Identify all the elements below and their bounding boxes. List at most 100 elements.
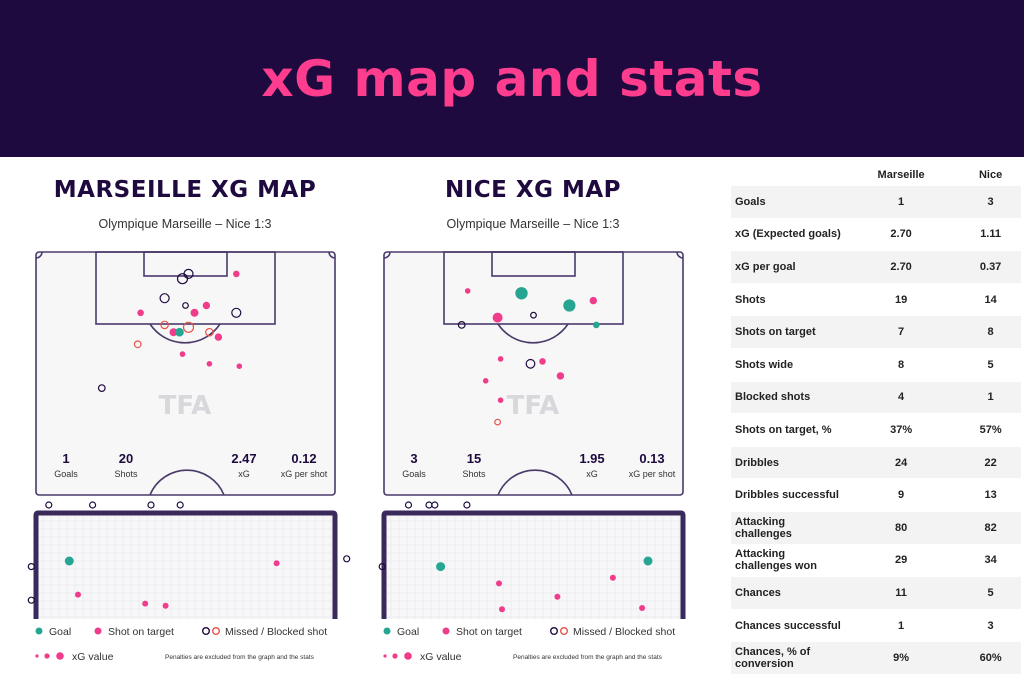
table-row: Chances successful 1 3 (731, 608, 1021, 642)
stat-shots-value: 15 (467, 451, 481, 466)
table-row: Blocked shots 4 1 (731, 380, 1021, 414)
cell-marseille: 1 (842, 608, 961, 642)
table-row: Attacking challenges won 29 34 (731, 543, 1021, 577)
row-label: Attacking challenges won (731, 543, 842, 577)
legend-xg-large (404, 652, 412, 660)
stat-xg-per-shot-label: xG per shot (629, 469, 676, 479)
goal-posts (33, 510, 338, 619)
shot-marker (482, 378, 489, 384)
shot-marker (563, 299, 576, 312)
table-header-label (731, 165, 842, 186)
frame-shot-marker (436, 562, 446, 572)
legend-missed-marker (201, 627, 210, 636)
frame-shot-marker (643, 556, 653, 566)
frame-shot-marker (425, 501, 433, 509)
shot-marker (175, 327, 184, 337)
frame-shot-marker (378, 563, 386, 571)
shot-marker (589, 296, 597, 305)
legend: Goal Shot on target Missed / Blocked sho… (383, 626, 675, 663)
cell-marseille: 9 (842, 478, 961, 512)
frame-shot-marker (554, 593, 561, 600)
stat-goals-value: 3 (410, 451, 417, 466)
stat-xg-label: xG (238, 469, 250, 479)
cell-nice: 57% (960, 413, 1021, 447)
frame-shot-marker (273, 560, 280, 567)
panel-title: NICE XG MAP (444, 177, 622, 203)
cell-marseille: 37% (842, 413, 961, 447)
shot-marker (231, 307, 242, 318)
panel-subtitle: Olympique Marseille – Nice 1:3 (446, 217, 620, 231)
cell-marseille: 2.70 (842, 250, 961, 284)
row-label: Chances, % of conversion (731, 641, 842, 674)
penalty-arc (497, 323, 569, 344)
goal-frame (381, 510, 686, 619)
legend-xg-large (56, 652, 64, 660)
cell-nice: 8 (960, 315, 1021, 349)
panel-title: MARSEILLE XG MAP (53, 177, 317, 203)
cell-marseille: 4 (842, 380, 961, 414)
watermark: TFA (507, 391, 560, 421)
frame-shot-marker (496, 580, 502, 587)
corner-arc (328, 251, 336, 259)
frame-shot-marker (343, 555, 351, 563)
corner-arc (676, 251, 684, 259)
stat-xg-per-shot-value: 0.12 (291, 451, 316, 466)
frame-shot-marker (639, 605, 646, 611)
half-pitch (35, 251, 336, 496)
shot-marker (530, 311, 537, 319)
table-row: Shots wide 8 5 (731, 347, 1021, 382)
row-label: Dribbles successful (731, 478, 842, 512)
legend-xg-label: xG value (420, 651, 462, 663)
centre-circle (497, 469, 573, 496)
xg-map-marseille: TFA 1 Goals 20 Shots 2.47 xG 0.12 xG per… (27, 251, 351, 663)
table-header-row: Marseille Nice (731, 165, 1021, 186)
frame-shot-marker (27, 596, 35, 604)
table-body: Goals 1 3 xG (Expected goals) 2.70 1.11 xG per… (731, 185, 1021, 674)
half-pitch (383, 251, 684, 496)
row-label: Shots wide (731, 347, 842, 382)
header-banner: xG map and stats (0, 0, 1024, 157)
summary-stats: 3 Goals 15 Shots 1.95 xG 0.13 xG per sho… (402, 451, 676, 479)
cell-nice: 0.37 (960, 250, 1021, 284)
legend-missed-marker (549, 627, 558, 636)
legend-on-target-label: Shot on target (456, 626, 522, 638)
shot-marker (492, 312, 503, 323)
goal-frame-shots (27, 501, 351, 609)
legend-goal-marker (383, 627, 391, 635)
row-label: Shots on target (731, 315, 842, 349)
table-row: xG per goal 2.70 0.37 (731, 250, 1021, 284)
net-grid (38, 516, 333, 619)
pitch-outline (35, 251, 336, 496)
shot-marker (137, 309, 144, 317)
shot-marker (233, 270, 240, 278)
stat-xg-per-shot-value: 0.13 (639, 451, 664, 466)
row-label: Attacking challenges (731, 510, 842, 545)
table-row: Shots 19 14 (731, 282, 1021, 316)
row-label: Chances successful (731, 608, 842, 642)
shot-marker (182, 302, 189, 309)
six-yard-box (491, 251, 576, 277)
cell-nice: 60% (960, 641, 1021, 674)
shot-marker (183, 268, 194, 280)
frame-shot-marker (142, 600, 149, 607)
watermark: TFA (159, 391, 212, 421)
shot-marker (214, 333, 223, 341)
cell-nice: 13 (960, 478, 1021, 512)
stat-goals-label: Goals (54, 469, 78, 479)
goal-net (386, 514, 681, 619)
shot-marker (457, 320, 466, 329)
row-label: Shots on target, % (731, 413, 842, 447)
shot-marker (202, 301, 211, 310)
match-stats-table: Marseille Nice Goals 1 3 xG (Expected goals… (731, 165, 1021, 674)
cell-marseille: 8 (842, 347, 961, 382)
centre-circle (149, 469, 225, 496)
table-row: Shots on target 7 8 (731, 315, 1021, 349)
table-row: Chances 11 5 (731, 576, 1021, 610)
cell-nice: 82 (960, 510, 1021, 545)
shot-marker (236, 363, 243, 369)
cell-marseille: 80 (842, 510, 961, 545)
legend-on-target-marker (442, 627, 450, 635)
row-label: Shots (731, 282, 842, 316)
stat-xg-value: 2.47 (231, 451, 256, 466)
legend-missed-label: Missed / Blocked shot (225, 626, 327, 638)
